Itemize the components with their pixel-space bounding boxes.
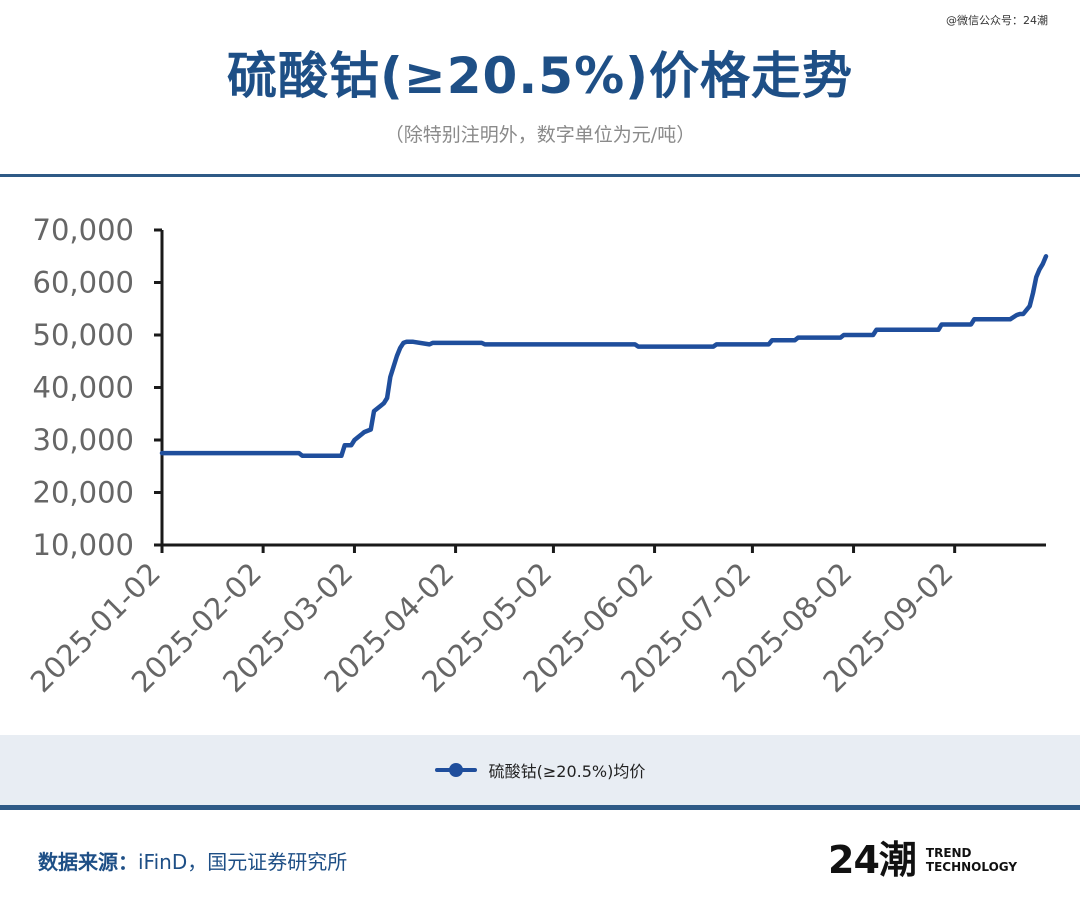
legend-line-marker-icon bbox=[434, 763, 477, 777]
legend-label: 硫酸钴(≥20.5%)均价 bbox=[488, 762, 646, 781]
brand-logo-line1: TREND bbox=[925, 846, 972, 860]
top-divider bbox=[0, 174, 1080, 177]
y-tick-label: 60,000 bbox=[33, 266, 134, 300]
y-tick-label: 30,000 bbox=[33, 423, 134, 457]
y-tick-label: 20,000 bbox=[33, 476, 134, 510]
brand-logo-mark: 24潮 bbox=[828, 838, 917, 882]
bottom-divider bbox=[0, 805, 1080, 810]
legend: 硫酸钴(≥20.5%)均价 bbox=[0, 735, 1080, 805]
watermark-text: @微信公众号：24潮 bbox=[946, 14, 1048, 27]
y-tick-label: 40,000 bbox=[33, 371, 134, 405]
brand-logo: 24潮 TREND TECHNOLOGY bbox=[828, 832, 1017, 888]
data-source-value: iFinD，国元证券研究所 bbox=[138, 850, 348, 874]
y-tick-label: 50,000 bbox=[33, 318, 134, 352]
brand-logo-text: TREND TECHNOLOGY bbox=[926, 846, 1017, 874]
chart-title: 硫酸钴(≥20.5%)价格走势 bbox=[226, 47, 854, 105]
brand-logo-line2: TECHNOLOGY bbox=[925, 860, 1018, 874]
chart-subtitle: （除特别注明外，数字单位为元/吨） bbox=[384, 124, 696, 146]
y-tick-label: 70,000 bbox=[33, 213, 134, 247]
y-tick-label: 10,000 bbox=[33, 528, 134, 562]
series-line bbox=[159, 254, 1049, 459]
line-chart: 10,000 20,000 30,000 40,000 50,000 60,000 70,0… bbox=[24, 213, 1049, 699]
data-source-label: 数据来源： bbox=[38, 850, 138, 874]
data-source: 数据来源：iFinD，国元证券研究所 bbox=[38, 846, 347, 875]
legend-band: 硫酸钴(≥20.5%)均价 bbox=[0, 735, 1080, 805]
